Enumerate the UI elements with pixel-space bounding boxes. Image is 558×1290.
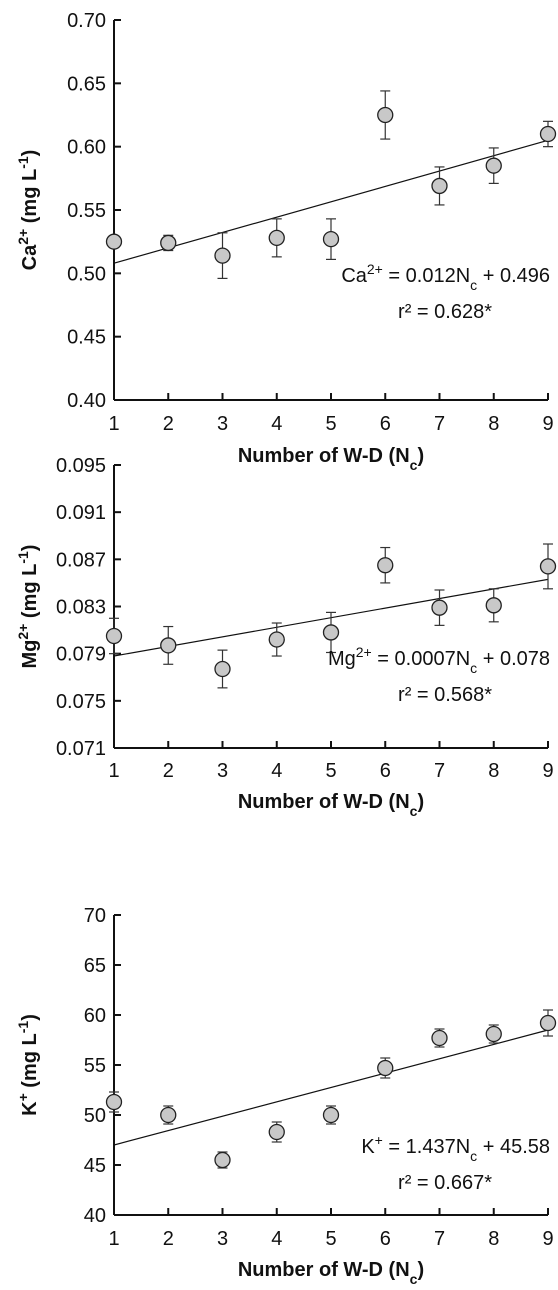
y-axis-label: Ca2+ (mg L-1) [15, 150, 41, 271]
data-point [322, 1106, 340, 1124]
x-tick-label: 4 [271, 1228, 282, 1250]
x-tick-label: 2 [163, 413, 174, 435]
data-point [214, 660, 231, 678]
regression-equation: Mg2+ = 0.0007Nc + 0.078 [328, 644, 550, 676]
y-tick-label: 40 [84, 1205, 106, 1227]
x-tick-label: 9 [542, 413, 553, 435]
y-axis-label: Mg2+ (mg L-1) [15, 545, 41, 669]
x-tick-label: 5 [325, 413, 336, 435]
y-tick-label: 60 [84, 1005, 106, 1027]
x-tick-label: 3 [217, 413, 228, 435]
regression-equation: K+ = 1.437Nc + 45.58 [361, 1132, 550, 1164]
y-tick-label: 0.60 [67, 137, 106, 159]
data-point [377, 1059, 394, 1077]
x-tick-label: 8 [488, 1228, 499, 1250]
y-tick-label: 55 [84, 1055, 106, 1077]
y-tick-label: 0.65 [67, 73, 106, 95]
trendline [113, 139, 549, 264]
y-tick-label: 0.095 [56, 455, 106, 477]
data-point [431, 599, 448, 616]
data-point [268, 229, 285, 247]
x-tick-label: 7 [434, 413, 445, 435]
data-point [160, 1106, 177, 1124]
data-point [539, 125, 557, 143]
y-tick-label: 0.075 [56, 691, 106, 713]
data-point [377, 106, 394, 124]
x-tick-label: 8 [488, 413, 499, 435]
regression-equation: Ca2+ = 0.012Nc + 0.496 [341, 261, 550, 293]
x-tick-label: 2 [163, 1228, 174, 1250]
data-point [214, 1151, 231, 1169]
y-axis-label: K+ (mg L-1) [15, 1014, 41, 1116]
y-tick-label: 0.50 [67, 263, 106, 285]
y-tick-label: 0.55 [67, 200, 106, 222]
y-tick-label: 0.45 [67, 327, 106, 349]
x-tick-label: 9 [542, 760, 553, 782]
y-tick-label: 0.70 [67, 10, 106, 32]
y-tick-label: 0.079 [56, 644, 106, 666]
chart-panel-1: 0.40 0.45 0.50 0.55 0.60 0.65 0.70 1 2 3 4 5 6 7 8 9 Num… [15, 10, 557, 473]
x-tick-label: 8 [488, 760, 499, 782]
x-tick-label: 1 [108, 760, 119, 782]
data-point [105, 1093, 123, 1111]
data-point [268, 1123, 285, 1141]
data-point [431, 1029, 448, 1047]
x-tick-label: 5 [325, 1228, 336, 1250]
data-point [485, 597, 502, 614]
x-tick-label: 9 [542, 1228, 553, 1250]
x-axis-label: Number of W-D (Nc) [238, 445, 424, 473]
data-point [539, 1014, 557, 1032]
data-point [485, 1025, 502, 1043]
chart-panel-2: 0.071 0.075 0.079 0.083 0.087 0.091 0.095 1 2 3 4 5… [15, 455, 557, 819]
trendline [113, 1029, 549, 1146]
x-axis-label: Number of W-D (Nc) [238, 791, 424, 819]
r-squared-label: r² = 0.628* [398, 301, 492, 323]
x-tick-label: 3 [217, 1228, 228, 1250]
x-tick-label: 2 [163, 760, 174, 782]
y-tick-label: 0.091 [56, 502, 106, 524]
x-tick-label: 3 [217, 760, 228, 782]
x-tick-label: 4 [271, 413, 282, 435]
x-tick-label: 6 [380, 413, 391, 435]
x-tick-label: 5 [325, 760, 336, 782]
x-axis-label: Number of W-D (Nc) [238, 1259, 424, 1287]
y-tick-label: 0.087 [56, 549, 106, 571]
x-tick-label: 1 [108, 413, 119, 435]
data-point [431, 177, 448, 195]
x-tick-label: 4 [271, 760, 282, 782]
data-point [485, 157, 502, 174]
y-tick-label: 70 [84, 905, 106, 927]
y-tick-label: 65 [84, 955, 106, 977]
data-point [322, 230, 340, 248]
data-point [377, 557, 394, 574]
x-tick-label: 6 [380, 1228, 391, 1250]
data-point [322, 624, 340, 641]
x-tick-label: 1 [108, 1228, 119, 1250]
data-point [105, 233, 123, 250]
y-tick-label: 0.083 [56, 597, 106, 619]
data-point [105, 627, 123, 645]
x-tick-label: 6 [380, 760, 391, 782]
y-tick-label: 0.40 [67, 390, 106, 412]
data-point [214, 247, 231, 264]
r-squared-label: r² = 0.568* [398, 684, 492, 706]
x-tick-label: 7 [434, 760, 445, 782]
data-point [160, 637, 177, 654]
y-tick-label: 45 [84, 1155, 106, 1177]
y-tick-label: 50 [84, 1105, 106, 1127]
r-squared-label: r² = 0.667* [398, 1172, 492, 1194]
x-tick-label: 7 [434, 1228, 445, 1250]
data-point [539, 558, 557, 575]
data-point [268, 631, 285, 648]
data-point [160, 234, 177, 252]
y-tick-label: 0.071 [56, 738, 106, 760]
